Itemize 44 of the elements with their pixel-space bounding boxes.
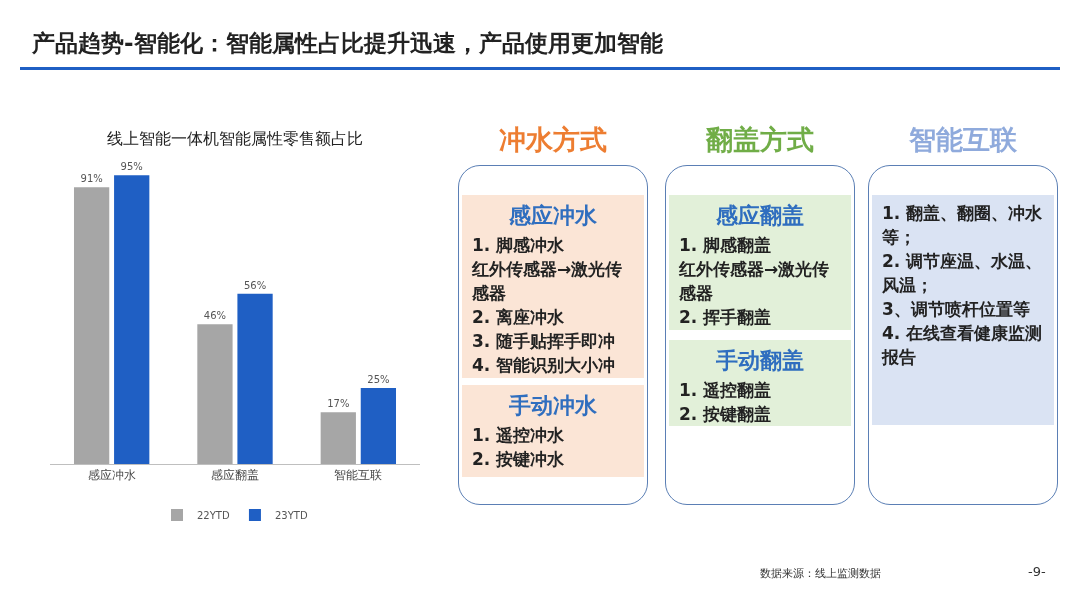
text: 翻盖方式 xyxy=(705,123,815,157)
bar xyxy=(320,412,356,464)
text: 2. 调节座温、水温、风温； xyxy=(882,250,1044,297)
bar xyxy=(197,324,233,464)
source-note: 数据来源：线上监测数据 xyxy=(760,566,881,581)
text: -9- xyxy=(1028,564,1046,579)
text: 2. 挥手翻盖 xyxy=(679,306,773,329)
text: 3. 随手贴挥手即冲 xyxy=(472,330,617,353)
text: 2. 按键翻盖 xyxy=(679,403,773,426)
text: 1. 脚感翻盖 xyxy=(679,234,773,257)
chart-subtitle: 线上智能一体机智能属性零售额占比 xyxy=(107,128,363,148)
bar xyxy=(237,293,273,464)
text: 1. 遥控翻盖 xyxy=(679,379,773,402)
text: 1. 遥控冲水 xyxy=(472,424,566,447)
text: 手动冲水 xyxy=(508,392,598,420)
data-label: 56% xyxy=(243,279,267,291)
x-tick-label: 智能互联 xyxy=(334,468,383,483)
data-label: 17% xyxy=(327,398,350,410)
text: 3、调节喷杆位置等 xyxy=(882,298,1031,321)
text: 冲水方式 xyxy=(498,123,608,157)
text: 感应冲水 xyxy=(508,202,598,230)
x-tick-label: 感应翻盖 xyxy=(211,468,259,483)
text: 感应翻盖 xyxy=(715,202,805,230)
x-tick-label: 感应冲水 xyxy=(87,468,136,483)
data-label: 46% xyxy=(203,310,227,322)
text: 4. 智能识别大小冲 xyxy=(472,354,617,377)
legend-label: 22YTD xyxy=(197,509,230,521)
text: 红外传感器→激光传感器 xyxy=(472,258,624,305)
bar xyxy=(114,175,150,464)
text: 智能互联 xyxy=(908,123,1018,157)
text: 2. 离座冲水 xyxy=(472,306,566,329)
bar xyxy=(73,187,110,464)
data-label: 25% xyxy=(367,374,390,385)
text: 2. 按键冲水 xyxy=(472,448,566,471)
text: 1. 翻盖、翻圈、冲水等； xyxy=(882,202,1044,249)
chart-title: 产品趋势-智能化：智能属性占比提升迅速，产品使用更加智能 xyxy=(32,29,663,58)
text: 手动翻盖 xyxy=(715,347,805,375)
bar xyxy=(360,388,397,464)
text: 1. 脚感冲水 xyxy=(472,234,566,257)
data-label: 91% xyxy=(80,173,103,185)
text: 红外传感器→激光传感器 xyxy=(679,258,831,305)
data-label: 95% xyxy=(120,161,143,173)
text: 4. 在线查看健康监测报告 xyxy=(882,322,1044,369)
legend-label: 23YTD xyxy=(274,509,308,521)
